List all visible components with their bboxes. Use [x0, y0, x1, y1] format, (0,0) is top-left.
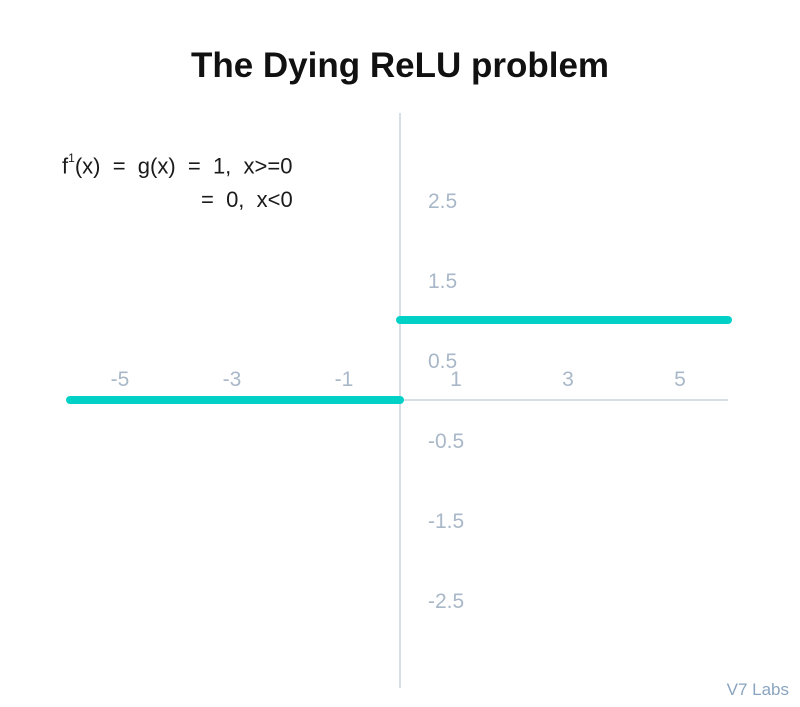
y-tick-label: -1.5: [428, 510, 464, 533]
y-tick-label: 0.5: [428, 350, 457, 373]
x-tick-label: -1: [335, 368, 354, 391]
y-tick-label: 2.5: [428, 190, 457, 213]
y-tick-label: -2.5: [428, 590, 464, 613]
x-tick-label: -5: [111, 368, 130, 391]
chart-title: The Dying ReLU problem: [190, 46, 610, 85]
annotation-superscript: 1: [68, 151, 75, 165]
annotation-line-2: = 0, x<0: [201, 187, 293, 213]
annotation-line-1: f1(x) = g(x) = 1, x>=0: [62, 144, 293, 183]
x-tick-label: 1: [450, 368, 462, 391]
x-tick-label: -3: [223, 368, 242, 391]
annotation-function: f: [62, 153, 69, 179]
y-tick-label: -0.5: [428, 430, 464, 453]
v7-labs-watermark: V7 Labs: [726, 680, 789, 699]
derivative-annotation: f1(x) = g(x) = 1, x>=0 = 0, x<0: [62, 144, 293, 217]
x-tick-label: 3: [562, 368, 574, 391]
annotation-line-1-text: (x) = g(x) = 1, x>=0: [74, 153, 293, 179]
x-tick-label: 5: [674, 368, 686, 391]
y-tick-label: 1.5: [428, 270, 457, 293]
